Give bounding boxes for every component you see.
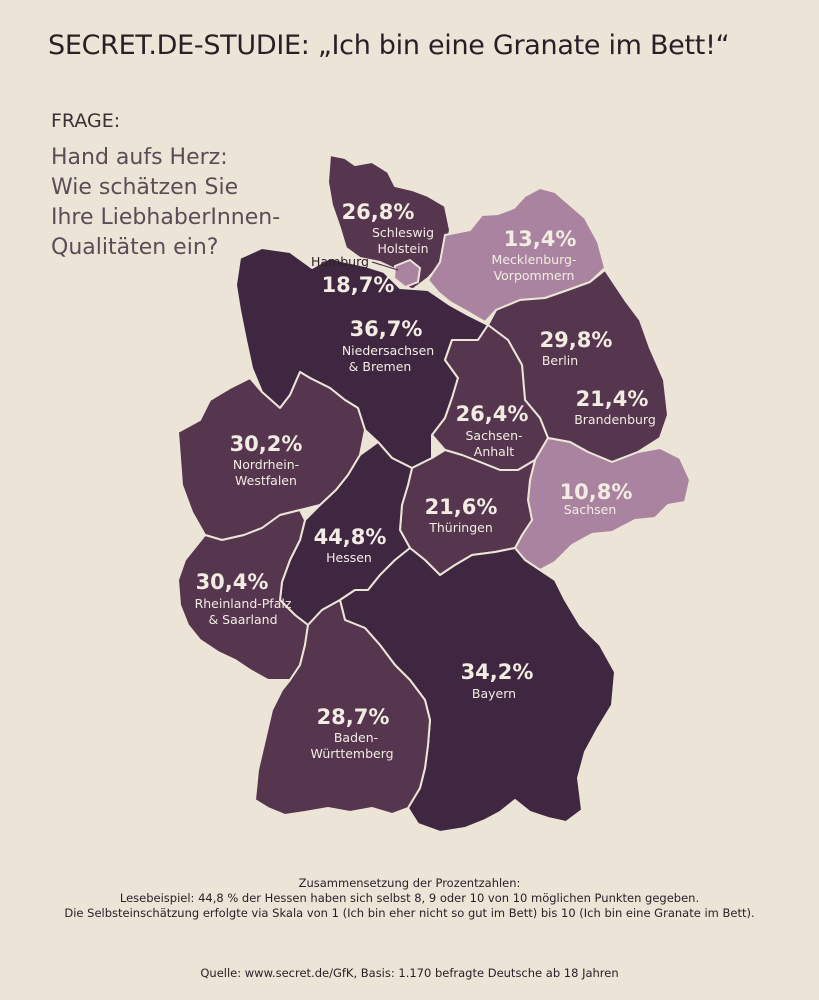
- explanation-line-1: Lesebeispiel: 44,8 % der Hessen haben si…: [119, 891, 700, 905]
- value-mecklenburg-vorpommern: 13,4%: [504, 227, 577, 251]
- explanation-heading: Zusammensetzung der Prozentzahlen:: [298, 876, 521, 890]
- name-sachsen: Sachsen: [564, 502, 617, 517]
- name-niedersachsen-bremen-2: & Bremen: [349, 359, 412, 374]
- region-rheinland-pfalz-saarland: [177, 509, 309, 681]
- value-brandenburg: 21,4%: [576, 387, 649, 411]
- name-nordrhein-westfalen-1: Nordrhein-: [233, 457, 299, 472]
- name-nordrhein-westfalen-2: Westfalen: [235, 473, 297, 488]
- value-bayern: 34,2%: [461, 660, 534, 684]
- hamburg-leader-line: [371, 261, 399, 271]
- name-mecklenburg-vorpommern-1: Mecklenburg-: [492, 252, 577, 267]
- explanation-note: Zusammensetzung der Prozentzahlen: Leseb…: [0, 876, 819, 921]
- name-baden-wuerttemberg-2: Württemberg: [310, 746, 393, 761]
- name-niedersachsen-bremen-1: Niedersachsen: [342, 343, 434, 358]
- value-nordrhein-westfalen: 30,2%: [230, 432, 303, 456]
- name-baden-wuerttemberg-1: Baden-: [334, 730, 378, 745]
- question-line: Hand aufs Herz:: [51, 145, 228, 170]
- region-baden-wuerttemberg: [254, 599, 431, 816]
- name-rheinland-pfalz-saarland-1: Rheinland-Pfalz: [195, 596, 292, 611]
- page-title: SECRET.DE-STUDIE: „Ich bin eine Granate …: [48, 30, 730, 61]
- region-hamburg: [393, 259, 421, 288]
- name-thueringen: Thüringen: [428, 520, 493, 535]
- name-sachsen-anhalt-1: Sachsen-: [465, 428, 522, 443]
- name-hessen: Hessen: [326, 550, 372, 565]
- question-line: Wie schätzen Sie: [51, 175, 239, 200]
- name-hamburg: Hamburg: [311, 254, 369, 269]
- name-sachsen-anhalt-2: Anhalt: [474, 444, 515, 459]
- value-hamburg: 18,7%: [322, 273, 395, 297]
- value-hessen: 44,8%: [314, 525, 387, 549]
- value-baden-wuerttemberg: 28,7%: [317, 705, 390, 729]
- name-rheinland-pfalz-saarland-2: & Saarland: [208, 612, 277, 627]
- source-note: Quelle: www.secret.de/GfK, Basis: 1.170 …: [200, 966, 619, 980]
- value-berlin: 29,8%: [540, 328, 613, 352]
- value-sachsen: 10,8%: [560, 480, 633, 504]
- question-line: Ihre LiebhaberInnen-: [51, 205, 281, 230]
- value-sachsen-anhalt: 26,4%: [456, 402, 529, 426]
- name-bayern: Bayern: [472, 686, 516, 701]
- name-berlin: Berlin: [542, 353, 578, 368]
- value-schleswig-holstein: 26,8%: [342, 200, 415, 224]
- question-text: Hand aufs Herz: Wie schätzen Sie Ihre Li…: [51, 143, 311, 263]
- value-thueringen: 21,6%: [425, 495, 498, 519]
- name-schleswig-holstein-2: Holstein: [377, 241, 428, 256]
- question-line: Qualitäten ein?: [51, 235, 219, 260]
- explanation-line-2: Die Selbsteinschätzung erfolgte via Skal…: [64, 906, 755, 920]
- name-brandenburg: Brandenburg: [574, 412, 656, 427]
- question-label: FRAGE:: [51, 110, 121, 132]
- name-mecklenburg-vorpommern-2: Vorpommern: [494, 268, 575, 283]
- value-rheinland-pfalz-saarland: 30,4%: [196, 570, 269, 594]
- name-schleswig-holstein-1: Schleswig: [372, 225, 434, 240]
- value-niedersachsen-bremen: 36,7%: [350, 317, 423, 341]
- region-labels: 26,8% Schleswig Holstein Hamburg 18,7% 1…: [195, 200, 656, 761]
